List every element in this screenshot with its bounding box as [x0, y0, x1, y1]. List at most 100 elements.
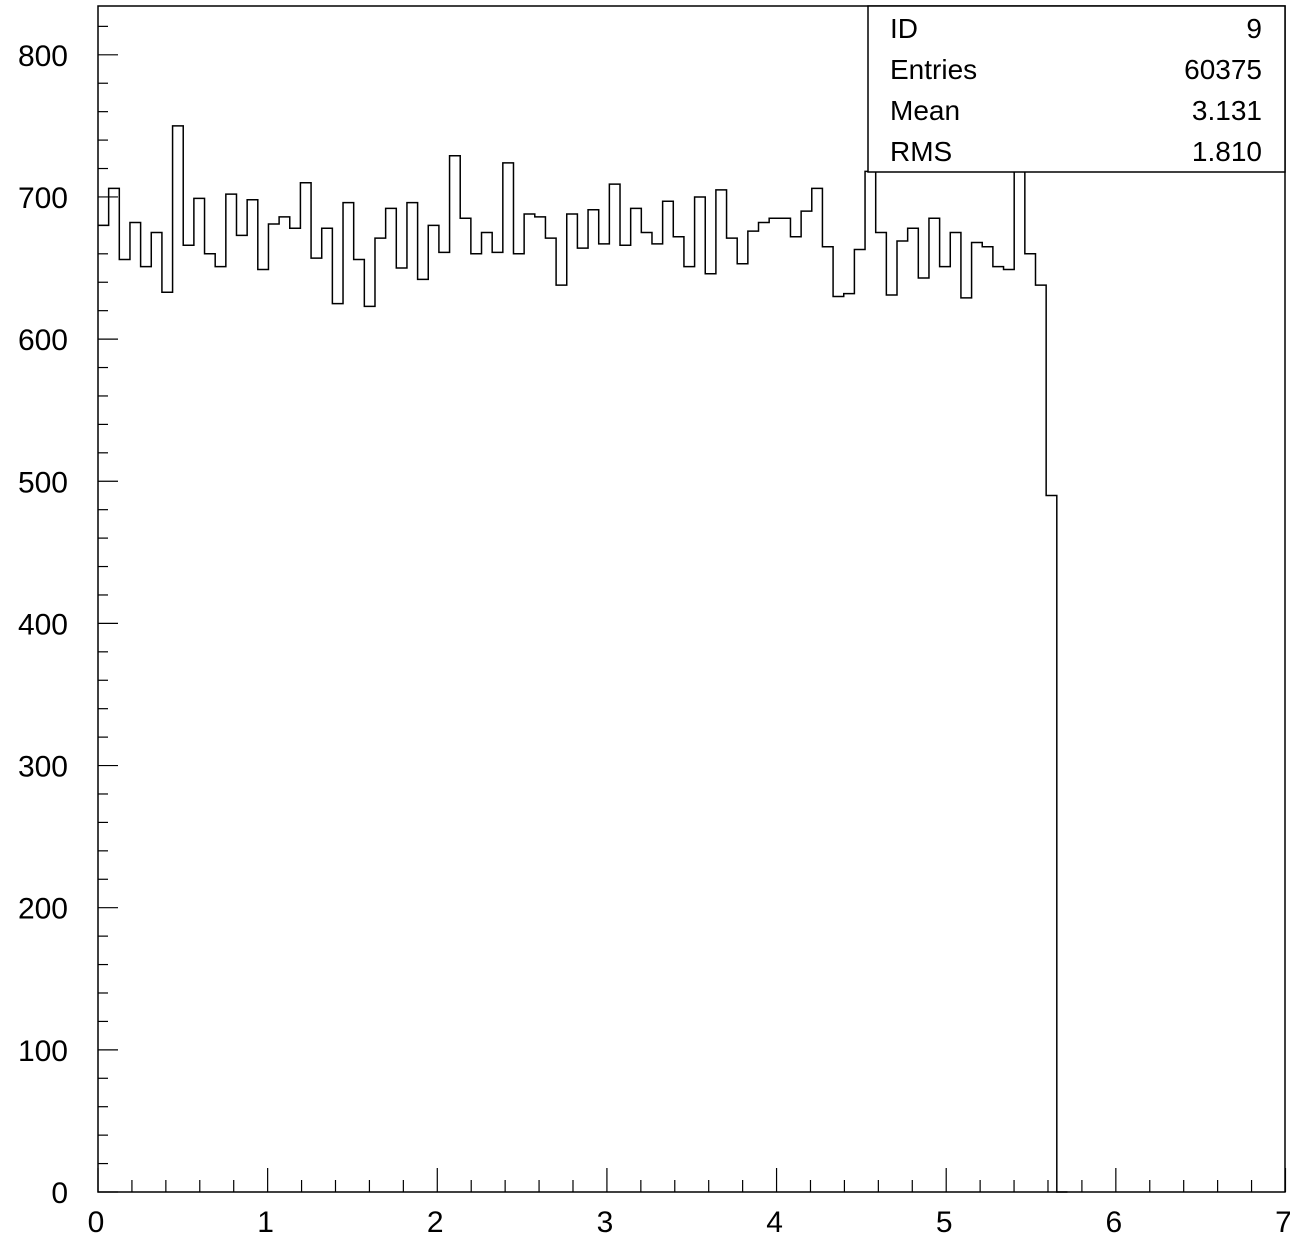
histogram-bin [247, 200, 258, 1192]
stat-value: 9 [1246, 13, 1262, 44]
x-tick-label: 7 [1275, 1206, 1290, 1237]
x-tick-label: 3 [597, 1206, 614, 1237]
histogram-bin [780, 218, 791, 1192]
histogram-bin [822, 247, 833, 1192]
y-tick-label: 300 [18, 751, 68, 784]
x-axis: 0 1 2 3 4 5 6 7 [88, 1168, 1290, 1237]
histogram-bin [673, 237, 684, 1192]
histogram-bin [524, 214, 535, 1192]
histogram-bin [652, 244, 663, 1192]
histogram-bin [982, 247, 993, 1192]
statistics-box-frame [867, 5, 1286, 173]
histogram-bin [599, 244, 610, 1192]
y-axis: 0 100 200 300 400 500 600 700 800 [18, 25, 118, 1210]
x-tick-label: 4 [766, 1206, 783, 1237]
y-tick-label: 500 [18, 466, 68, 499]
histogram-bin [737, 264, 748, 1192]
histogram-bin [279, 217, 290, 1192]
histogram-bin [801, 211, 812, 1192]
histogram-bin [162, 292, 173, 1192]
histogram-bin [364, 306, 375, 1192]
histogram-bin [503, 163, 514, 1192]
histogram-bin [950, 232, 961, 1192]
histogram-bin [972, 242, 983, 1192]
histogram-bin [663, 201, 674, 1192]
histogram-bin [375, 238, 386, 1192]
histogram-bin [290, 228, 301, 1192]
histogram-bin [215, 267, 226, 1192]
histogram-bin [226, 194, 237, 1192]
stat-label: ID [890, 13, 918, 44]
x-tick-label: 5 [936, 1206, 953, 1237]
histogram-bin [492, 252, 503, 1192]
histogram-bin [386, 208, 397, 1192]
histogram-bin [748, 231, 759, 1192]
x-tick-label: 6 [1105, 1206, 1122, 1237]
x-tick-label: 1 [257, 1206, 274, 1237]
histogram-bin [961, 298, 972, 1192]
histogram-bin [428, 225, 439, 1192]
histogram-bin [929, 218, 940, 1192]
histogram-bin [460, 218, 471, 1192]
histogram-bin [513, 254, 524, 1192]
histogram-bin [556, 285, 567, 1192]
histogram-bin [588, 210, 599, 1192]
histogram-bin [173, 126, 184, 1192]
histogram-bin [918, 278, 929, 1192]
histogram-bins [98, 126, 1057, 1192]
histogram-bin [130, 223, 141, 1192]
histogram-bin [631, 208, 642, 1192]
histogram-bin [908, 228, 919, 1192]
histogram-bin [1004, 269, 1015, 1192]
y-tick-label: 100 [18, 1035, 68, 1068]
y-tick-label: 800 [18, 40, 68, 73]
histogram-bin [886, 295, 897, 1192]
histogram-bin [705, 274, 716, 1192]
histogram-bin [545, 238, 556, 1192]
histogram-bin [769, 218, 780, 1192]
histogram-bin [322, 228, 333, 1192]
histogram-bin [535, 217, 546, 1192]
y-tick-label: 700 [18, 182, 68, 215]
histogram-bin [205, 254, 216, 1192]
histogram-bin [311, 258, 322, 1192]
histogram-bin [684, 267, 695, 1192]
stat-value: 3.131 [1192, 95, 1262, 126]
histogram-bin [609, 184, 620, 1192]
histogram-bin [844, 294, 855, 1192]
histogram-bin [727, 238, 738, 1192]
histogram-bin [876, 232, 887, 1192]
histogram-bin [620, 245, 631, 1192]
y-tick-label: 200 [18, 893, 68, 926]
histogram-bin [716, 190, 727, 1192]
stat-value: 60375 [1184, 54, 1262, 85]
histogram-bin [194, 198, 205, 1192]
statistics-box: ID 9 Entries 60375 Mean 3.131 RMS 1.810 [867, 5, 1286, 173]
histogram-bin [865, 171, 876, 1192]
histogram-bin [812, 188, 823, 1192]
histogram-bin [396, 268, 407, 1192]
histogram-bin [418, 279, 429, 1192]
x-tick-label: 0 [88, 1206, 105, 1237]
histogram-bin [695, 197, 706, 1192]
histogram-bin [343, 203, 354, 1192]
histogram-bin [1014, 171, 1025, 1192]
histogram-bin [897, 241, 908, 1192]
stat-value: 1.810 [1192, 136, 1262, 167]
plot-frame [97, 5, 1286, 1193]
histogram-bin [567, 214, 578, 1192]
histogram-bin [993, 267, 1004, 1192]
histogram-bin [300, 183, 311, 1192]
histogram-bin [119, 259, 130, 1192]
x-tick-label: 2 [427, 1206, 444, 1237]
stat-label: Entries [890, 54, 977, 85]
histogram-outline [98, 125, 1068, 1193]
histogram-bin [236, 235, 247, 1192]
histogram-bin [759, 223, 770, 1192]
histogram-bin [407, 203, 418, 1192]
y-tick-label: 400 [18, 608, 68, 641]
histogram-bin [1025, 254, 1036, 1192]
stat-label: Mean [890, 95, 960, 126]
histogram-bin [1046, 495, 1057, 1192]
